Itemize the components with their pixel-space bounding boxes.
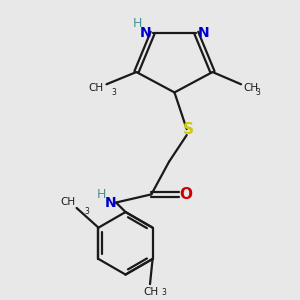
Text: CH: CH [60, 196, 75, 207]
Text: S: S [183, 122, 194, 136]
Text: 3: 3 [256, 88, 260, 98]
Text: N: N [139, 26, 151, 40]
Text: H: H [96, 188, 106, 201]
Text: N: N [198, 26, 210, 40]
Text: O: O [179, 187, 192, 202]
Text: CH: CH [144, 287, 159, 297]
Text: CH: CH [89, 83, 104, 93]
Text: CH: CH [244, 83, 259, 93]
Text: H: H [133, 16, 142, 30]
Text: 3: 3 [162, 288, 167, 297]
Text: N: N [105, 196, 116, 209]
Text: 3: 3 [111, 88, 116, 98]
Text: 3: 3 [84, 207, 89, 216]
